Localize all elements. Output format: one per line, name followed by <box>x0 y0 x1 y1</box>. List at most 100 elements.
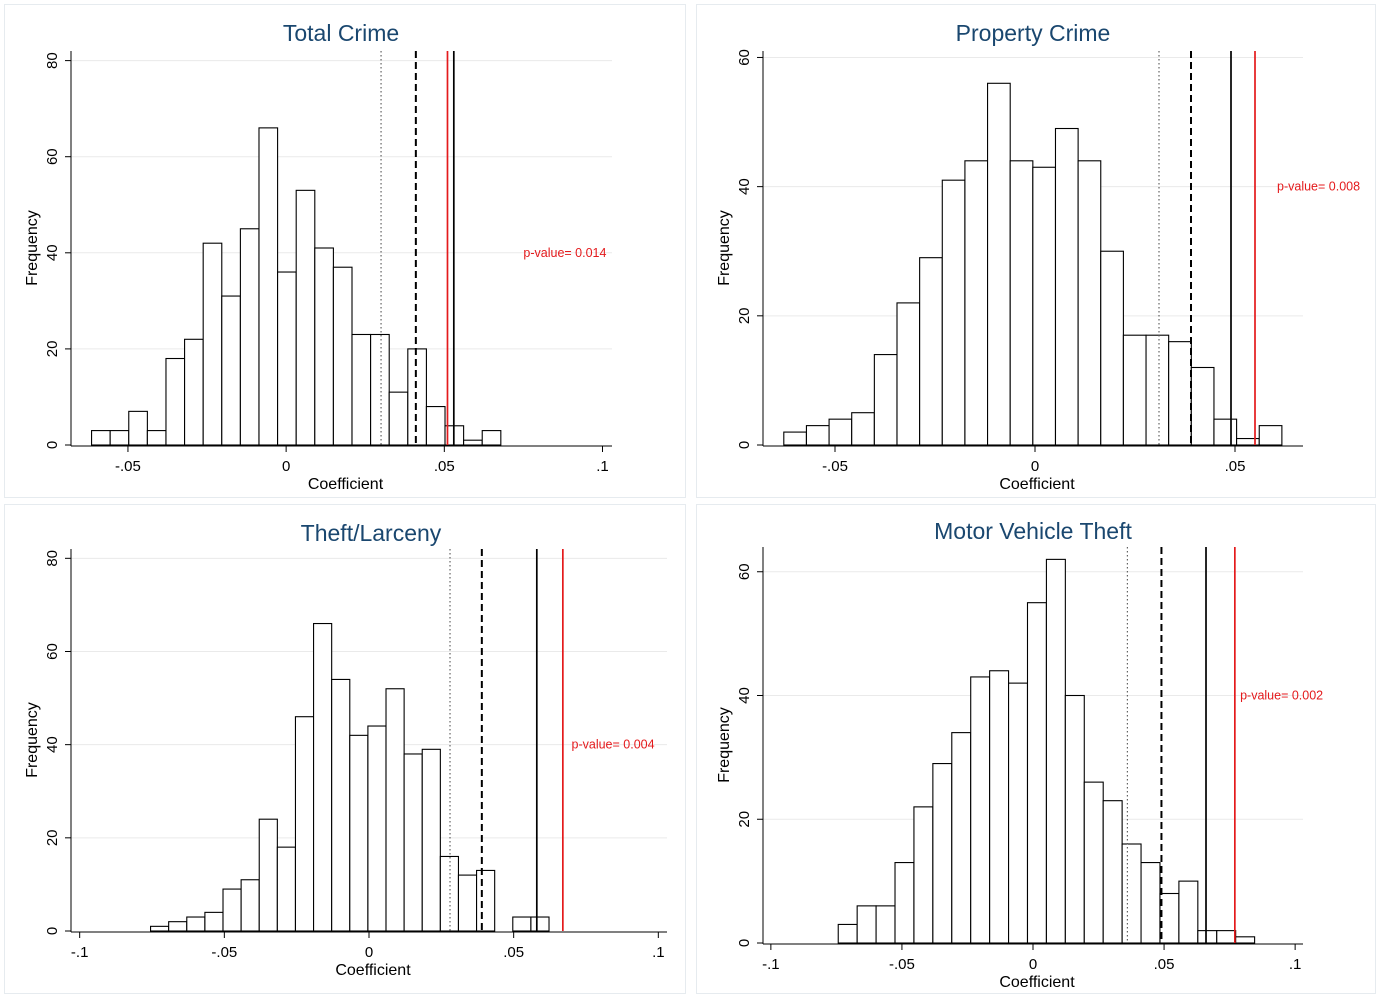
p-value-annotation: p-value= 0.008 <box>1277 180 1360 194</box>
y-tick-label: 0 <box>44 441 61 449</box>
histogram-bar <box>276 846 297 932</box>
y-tick-label: 20 <box>736 307 753 324</box>
histogram-bar <box>421 748 441 932</box>
histogram-bar <box>150 925 170 932</box>
histogram-bar <box>1178 880 1199 944</box>
x-tick-label: .05 <box>1225 458 1246 475</box>
histogram-bar <box>828 418 853 446</box>
histogram-bar <box>295 189 316 446</box>
histogram-bar <box>851 412 875 446</box>
p-value-annotation: p-value= 0.002 <box>1240 689 1323 703</box>
x-tick-label: .1 <box>652 944 665 961</box>
y-tick-label: 40 <box>736 178 753 195</box>
chart-title: Motor Vehicle Theft <box>934 518 1132 544</box>
x-tick-label: 0 <box>1029 956 1037 973</box>
histogram-bar <box>184 338 204 446</box>
x-axis-label: Coefficient <box>999 476 1075 493</box>
x-tick-label: -.1 <box>762 956 780 973</box>
y-axis-label: Frequency <box>716 210 733 286</box>
histogram-bar <box>512 916 532 932</box>
histogram-bar <box>239 228 260 446</box>
histogram-bar <box>987 82 1011 446</box>
histogram-bar <box>530 916 550 932</box>
y-tick-label: 60 <box>44 643 61 660</box>
histogram-bar <box>1235 936 1256 944</box>
histogram-bar <box>463 439 483 446</box>
histogram-4: 0 20 40 60 -.1 -.05 0 .05 .1 Coefficient Frequency… <box>716 518 1323 991</box>
histogram-bar <box>222 888 242 932</box>
histogram-bar <box>277 271 297 446</box>
x-tick-label: .1 <box>1289 956 1302 973</box>
histogram-bar <box>349 734 369 932</box>
histogram-bar <box>186 916 206 932</box>
histogram-bar <box>332 266 353 446</box>
histogram-bar <box>1197 930 1218 944</box>
histogram-bar <box>837 923 858 944</box>
histogram-bar <box>932 763 953 944</box>
x-tick-label: .05 <box>503 944 524 961</box>
histogram-bar <box>128 410 148 446</box>
histogram-bar <box>258 818 278 932</box>
x-tick-label: 0 <box>365 944 373 961</box>
histogram-bar <box>109 430 130 446</box>
histogram-bar <box>1140 862 1161 944</box>
histogram-1: 0 20 40 60 80 -.05 0 .05 .1 Coefficient Frequency T… <box>24 20 612 493</box>
histogram-bar <box>258 127 279 446</box>
y-tick-label: 40 <box>44 244 61 261</box>
histogram-bar <box>1122 334 1147 446</box>
histogram-bar <box>1168 341 1192 446</box>
chart-title: Property Crime <box>956 20 1111 46</box>
histogram-bar <box>875 905 896 944</box>
y-tick-label: 0 <box>736 441 753 449</box>
histogram-bar <box>1145 334 1170 446</box>
y-tick-label: 20 <box>44 829 61 846</box>
histogram-bar <box>1009 160 1034 446</box>
histogram-bar <box>439 855 460 932</box>
histogram-bar <box>204 911 224 932</box>
y-tick-label: 60 <box>736 49 753 66</box>
histogram-bar <box>805 425 830 446</box>
histogram-bar <box>331 678 351 932</box>
y-axis-label: Frequency <box>716 707 733 783</box>
histogram-3: 0 20 40 60 80 -.1 -.05 0 .05 .1 Coefficient Frequen… <box>24 520 667 979</box>
histogram-bar <box>240 879 260 932</box>
panel-total-crime: 0 20 40 60 80 -.05 0 .05 .1 Coefficient Frequency T… <box>4 4 686 498</box>
y-tick-label: 60 <box>736 563 753 580</box>
histogram-bar <box>873 354 898 446</box>
x-tick-label: .05 <box>1154 956 1175 973</box>
y-tick-label: 20 <box>44 341 61 358</box>
x-tick-label: -.05 <box>115 458 141 475</box>
panel-motor-vehicle-theft: 0 20 40 60 -.1 -.05 0 .05 .1 Coefficient Frequency… <box>696 504 1376 994</box>
histogram-bar <box>476 869 496 932</box>
y-tick-label: 40 <box>736 687 753 704</box>
histogram-bar <box>1008 682 1029 944</box>
histogram-bar <box>970 676 991 944</box>
x-tick-label: .05 <box>434 458 455 475</box>
x-axis-label: Coefficient <box>999 974 1075 991</box>
histogram-bar <box>481 430 502 446</box>
histogram-bar <box>1100 250 1124 446</box>
x-tick-label: -.05 <box>822 458 848 475</box>
histogram-bar <box>1032 166 1057 446</box>
histogram-bar <box>1102 800 1123 944</box>
y-tick-label: 0 <box>736 939 753 947</box>
panel-property-crime: 0 20 40 60 -.05 0 .05 Coefficient Frequency Prope… <box>696 4 1376 498</box>
histogram-bar <box>91 430 111 446</box>
x-tick-label: .1 <box>596 458 609 475</box>
histogram-bar <box>221 295 241 446</box>
histogram-bar <box>1258 425 1283 446</box>
histogram-bar <box>856 905 877 944</box>
y-tick-label: 60 <box>44 148 61 165</box>
chart-title: Theft/Larceny <box>301 520 442 546</box>
histogram-bar <box>385 688 405 932</box>
y-tick-label: 40 <box>44 736 61 753</box>
histogram-bar <box>1045 558 1066 944</box>
histogram-bar <box>165 357 186 446</box>
histogram-bar <box>367 725 387 932</box>
histogram-bar <box>425 406 446 446</box>
histogram-bar <box>941 179 966 446</box>
x-axis-label: Coefficient <box>308 476 384 493</box>
x-tick-label: -.05 <box>211 944 237 961</box>
panel-theft-larceny: 0 20 40 60 80 -.1 -.05 0 .05 .1 Coefficient Frequen… <box>4 504 686 994</box>
histogram-bar <box>1216 930 1237 944</box>
